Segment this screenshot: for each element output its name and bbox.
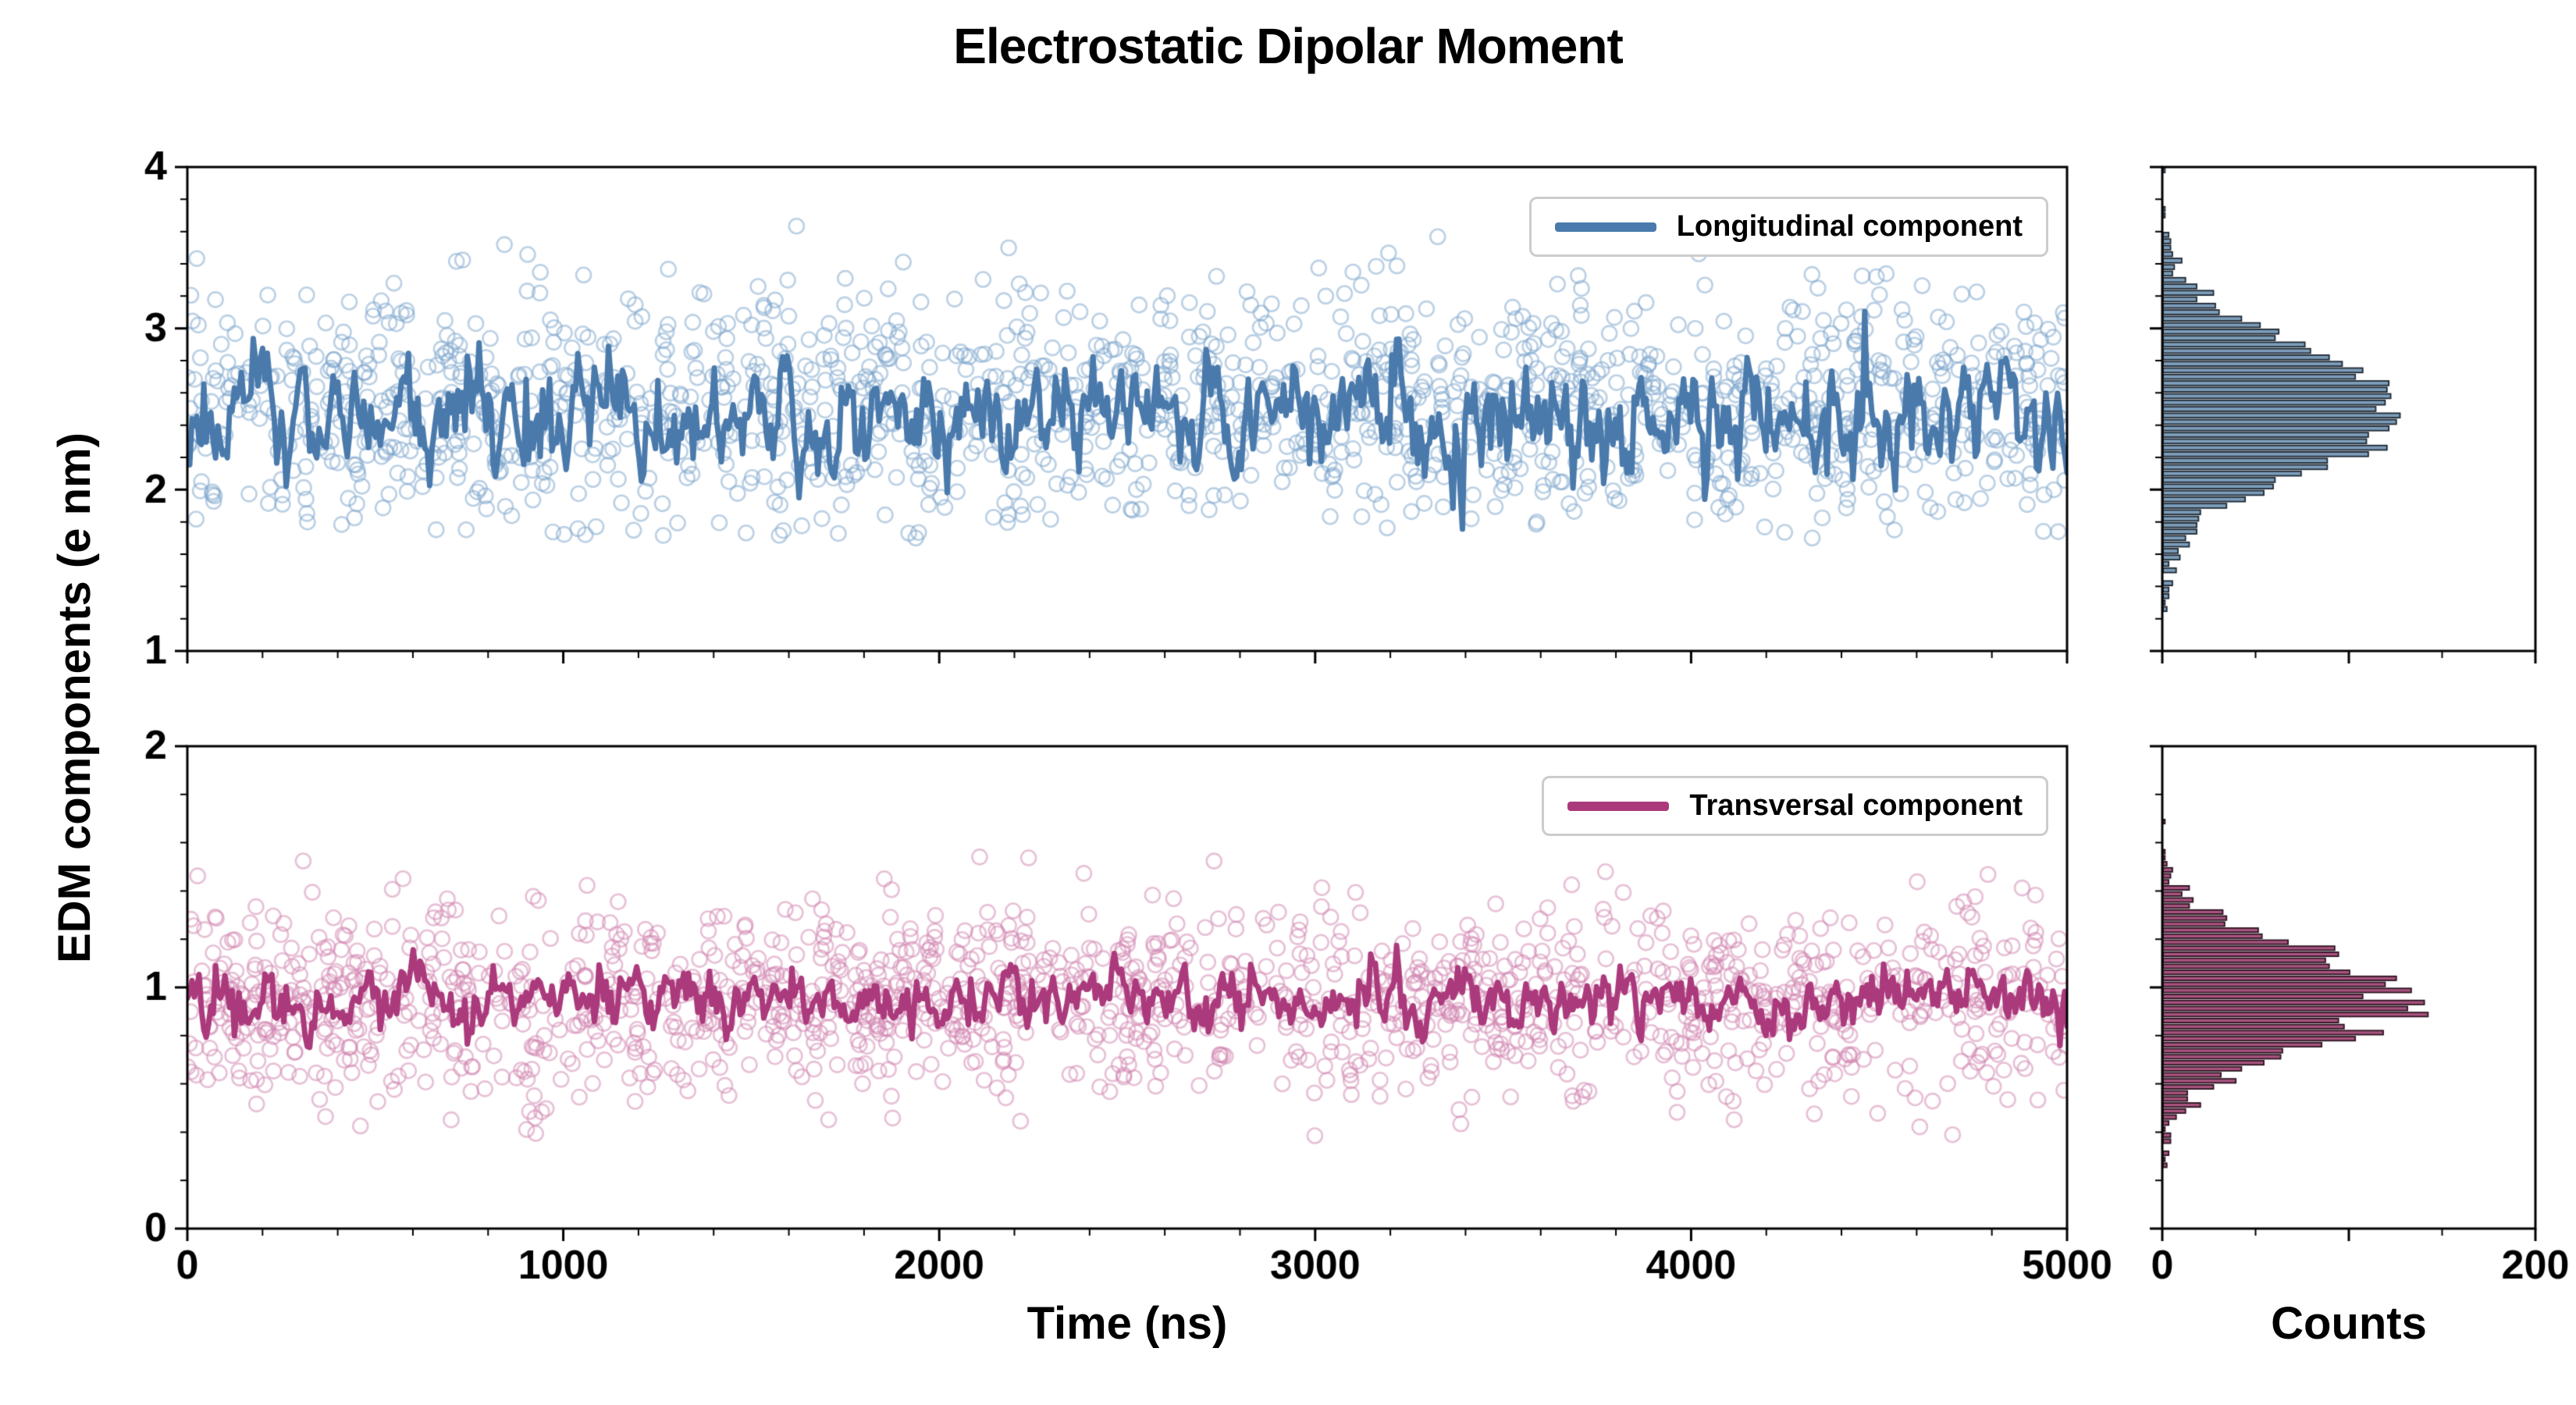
- legend-label-transversal: Transversal component: [1689, 789, 2023, 822]
- counts-axis-label: Counts: [2271, 1298, 2427, 1349]
- legend-line-swatch-magenta: [1567, 801, 1670, 811]
- legend-longitudinal: Longitudinal component: [1528, 197, 2048, 257]
- legend-label-longitudinal: Longitudinal component: [1676, 210, 2023, 243]
- chart-title: Electrostatic Dipolar Moment: [953, 18, 1624, 74]
- y-axis-label: EDM components (e nm): [49, 432, 101, 963]
- legend-transversal: Transversal component: [1542, 776, 2048, 836]
- legend-line-swatch-blue: [1554, 222, 1656, 232]
- x-axis-label: Time (ns): [1026, 1298, 1228, 1349]
